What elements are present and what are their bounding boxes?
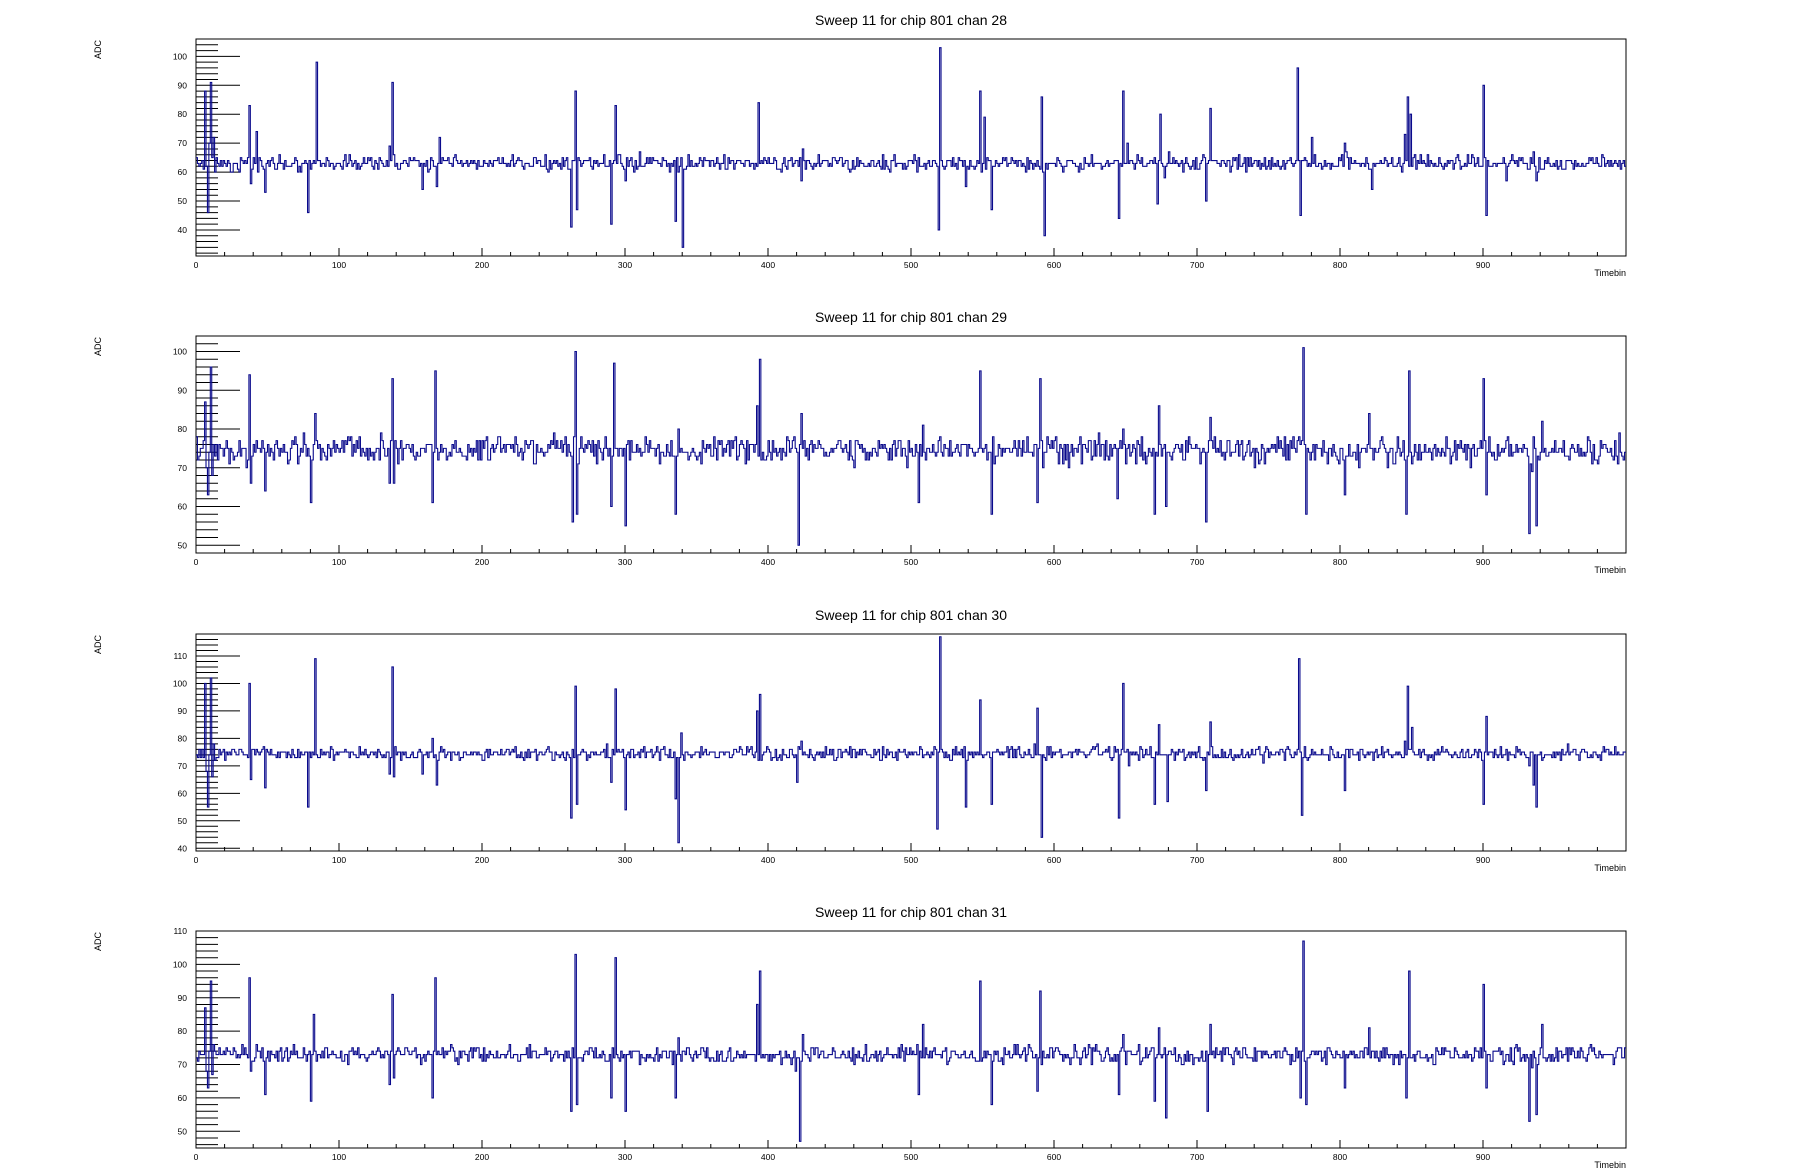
y-tick-label: 50	[178, 816, 188, 826]
y-axis-label: ADC	[93, 635, 103, 655]
y-tick-label: 60	[178, 788, 188, 798]
y-axis-label: ADC	[93, 932, 103, 952]
x-tick-label: 500	[904, 260, 918, 270]
y-tick-label: 60	[178, 1093, 188, 1103]
y-tick-label: 90	[178, 993, 188, 1003]
y-tick-label: 70	[178, 463, 188, 473]
x-tick-label: 200	[475, 557, 489, 567]
x-tick-label: 100	[332, 855, 346, 865]
y-tick-label: 60	[178, 167, 188, 177]
x-tick-label: 500	[904, 557, 918, 567]
x-tick-label: 100	[332, 260, 346, 270]
y-tick-label: 50	[178, 540, 188, 550]
x-tick-label: 600	[1047, 260, 1061, 270]
x-axis-label: Timebin	[1594, 1160, 1626, 1170]
x-axis-label: Timebin	[1594, 863, 1626, 873]
x-axis-label: Timebin	[1594, 268, 1626, 278]
y-tick-label: 100	[173, 678, 187, 688]
x-tick-label: 200	[475, 260, 489, 270]
plot-frame	[195, 930, 1627, 1149]
y-tick-label: 70	[178, 1060, 188, 1070]
adc-series-line	[196, 940, 1626, 1142]
x-tick-label: 500	[904, 855, 918, 865]
x-tick-label: 600	[1047, 855, 1061, 865]
chart-panel: Sweep 11 for chip 801 chan 31 ADC Timebin 5…	[93, 904, 1627, 1170]
x-tick-label: 400	[761, 557, 775, 567]
x-tick-label: 900	[1476, 855, 1490, 865]
x-tick-label: 0	[194, 557, 199, 567]
chart-title: Sweep 11 for chip 801 chan 28	[815, 12, 1007, 28]
x-tick-label: 900	[1476, 260, 1490, 270]
chart-title: Sweep 11 for chip 801 chan 31	[815, 904, 1007, 920]
x-tick-label: 600	[1047, 557, 1061, 567]
y-tick-label: 80	[178, 424, 188, 434]
y-tick-label: 80	[178, 733, 188, 743]
y-tick-label: 110	[173, 926, 187, 936]
y-tick-label: 110	[173, 651, 187, 661]
x-axis-label: Timebin	[1594, 565, 1626, 575]
chart-panel: Sweep 11 for chip 801 chan 28 ADC Timebin 4…	[93, 12, 1627, 278]
y-tick-label: 70	[178, 761, 188, 771]
x-tick-label: 200	[475, 855, 489, 865]
y-tick-label: 100	[173, 347, 187, 357]
x-tick-label: 900	[1476, 557, 1490, 567]
x-tick-label: 400	[761, 855, 775, 865]
x-tick-label: 900	[1476, 1152, 1490, 1162]
x-tick-label: 700	[1190, 557, 1204, 567]
y-tick-label: 40	[178, 225, 188, 235]
y-tick-label: 80	[178, 1026, 188, 1036]
y-tick-label: 70	[178, 138, 188, 148]
x-tick-label: 300	[618, 260, 632, 270]
x-tick-label: 0	[194, 1152, 199, 1162]
x-tick-label: 300	[618, 557, 632, 567]
y-tick-label: 80	[178, 109, 188, 119]
x-tick-label: 800	[1333, 260, 1347, 270]
y-tick-label: 50	[178, 1126, 188, 1136]
y-tick-label: 90	[178, 385, 188, 395]
x-tick-label: 400	[761, 260, 775, 270]
x-tick-label: 600	[1047, 1152, 1061, 1162]
chart-title: Sweep 11 for chip 801 chan 29	[815, 309, 1007, 325]
chart-panel: Sweep 11 for chip 801 chan 29 ADC Timebin 5…	[93, 309, 1627, 575]
plot-frame	[195, 335, 1627, 554]
adc-series-line	[196, 347, 1626, 546]
y-tick-label: 100	[173, 51, 187, 61]
x-tick-label: 500	[904, 1152, 918, 1162]
adc-series-line	[196, 47, 1626, 248]
y-tick-label: 40	[178, 843, 188, 853]
x-tick-label: 700	[1190, 855, 1204, 865]
y-tick-label: 90	[178, 80, 188, 90]
y-axis-label: ADC	[93, 40, 103, 60]
y-tick-label: 90	[178, 706, 188, 716]
y-tick-label: 60	[178, 502, 188, 512]
x-tick-label: 100	[332, 557, 346, 567]
x-tick-label: 800	[1333, 1152, 1347, 1162]
x-tick-label: 800	[1333, 557, 1347, 567]
x-tick-label: 0	[194, 855, 199, 865]
x-tick-label: 300	[618, 855, 632, 865]
x-tick-label: 800	[1333, 855, 1347, 865]
x-tick-label: 200	[475, 1152, 489, 1162]
x-tick-label: 0	[194, 260, 199, 270]
y-tick-label: 100	[173, 959, 187, 969]
x-tick-label: 100	[332, 1152, 346, 1162]
x-tick-label: 700	[1190, 260, 1204, 270]
x-tick-label: 700	[1190, 1152, 1204, 1162]
chart-title: Sweep 11 for chip 801 chan 30	[815, 607, 1007, 623]
y-axis-label: ADC	[93, 337, 103, 357]
chart-panel: Sweep 11 for chip 801 chan 30 ADC Timebin 4…	[93, 607, 1627, 873]
y-tick-label: 50	[178, 196, 188, 206]
adc-series-line	[196, 636, 1626, 844]
x-tick-label: 400	[761, 1152, 775, 1162]
x-tick-label: 300	[618, 1152, 632, 1162]
